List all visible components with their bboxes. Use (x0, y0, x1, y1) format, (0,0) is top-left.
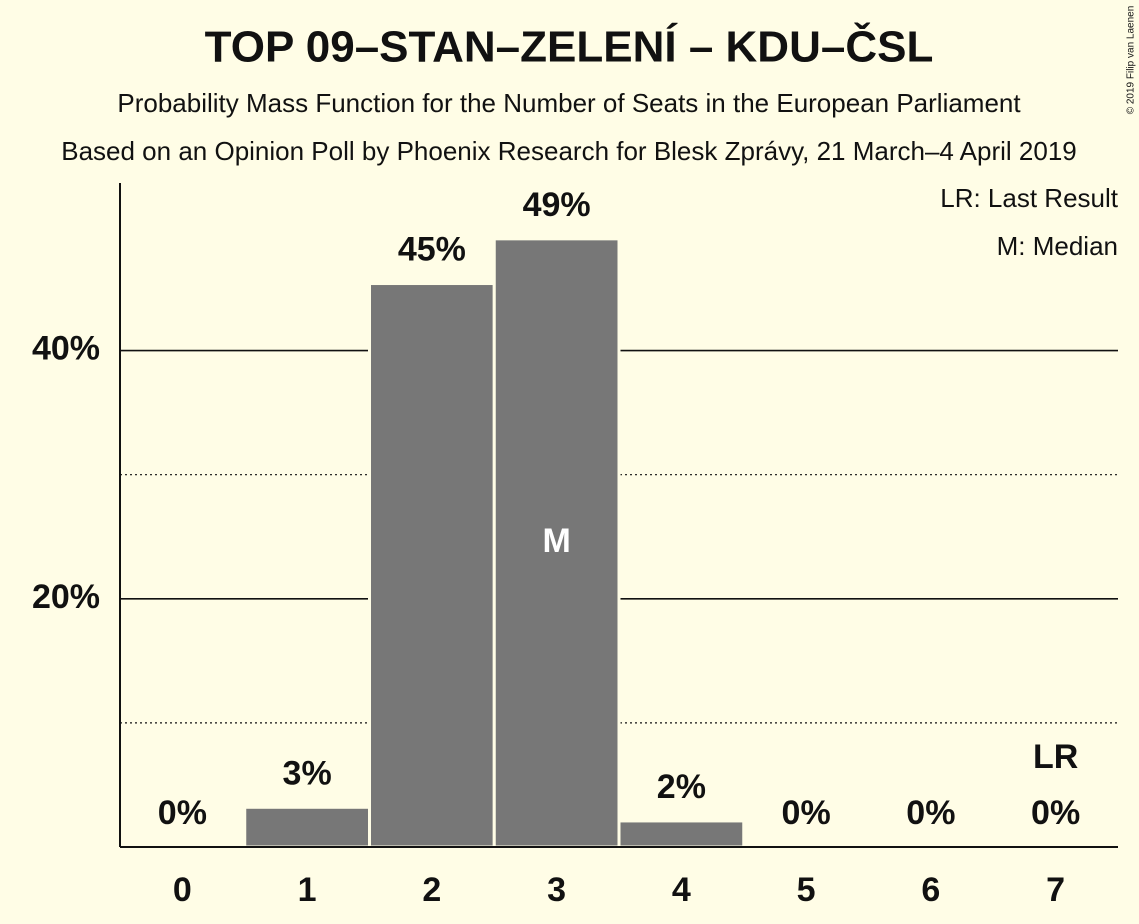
bar (368, 282, 496, 849)
chart-subtitle: Based on an Opinion Poll by Phoenix Rese… (61, 136, 1077, 166)
value-label: 0% (782, 794, 831, 832)
x-tick-label: 5 (797, 871, 816, 909)
legend-entry: LR: Last Result (940, 183, 1119, 213)
x-tick-label: 4 (672, 871, 691, 909)
legend-entry: M: Median (997, 231, 1118, 261)
value-label: 45% (398, 231, 466, 269)
credit: © 2019 Filip van Laenen (1126, 6, 1137, 115)
value-label: 2% (657, 768, 706, 806)
value-label: 0% (158, 794, 207, 832)
median-marker: M (542, 522, 570, 560)
bar (492, 237, 621, 849)
x-tick-label: 7 (1046, 871, 1065, 909)
last-result-marker: LR (1033, 738, 1078, 776)
x-tick-label: 6 (921, 871, 940, 909)
value-label: 3% (283, 754, 332, 792)
y-tick-label: 20% (32, 578, 100, 616)
y-tick-label: 40% (32, 330, 100, 368)
chart-subtitle: Probability Mass Function for the Number… (117, 88, 1021, 118)
bar (243, 805, 371, 849)
x-tick-label: 3 (547, 871, 566, 909)
value-label: 49% (523, 186, 591, 224)
value-label: 0% (906, 794, 955, 832)
chart-title: TOP 09–STAN–ZELENÍ – KDU–ČSL (205, 21, 934, 72)
x-tick-label: 2 (422, 871, 441, 909)
x-tick-label: 1 (298, 871, 317, 909)
value-label: 0% (1031, 794, 1080, 832)
bar (617, 819, 746, 849)
x-tick-label: 0 (173, 871, 192, 909)
